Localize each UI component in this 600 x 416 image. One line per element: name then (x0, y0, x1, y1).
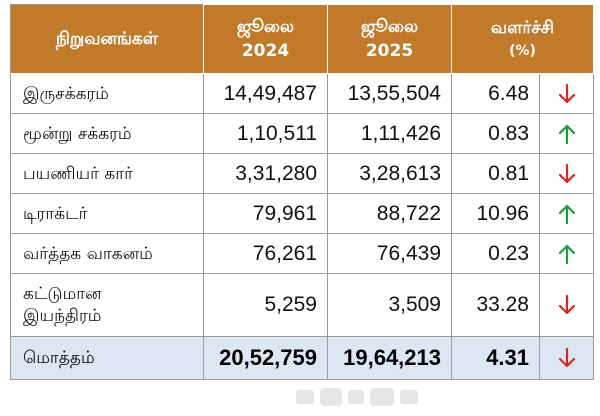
total-2024: 20,52,759 (203, 336, 328, 380)
arrow-down-icon (539, 273, 594, 337)
row-name-line1: கட்டுமான (23, 284, 102, 304)
total-name: மொத்தம் (10, 336, 204, 380)
total-2025: 19,64,213 (327, 336, 452, 380)
table-row: இருசக்கரம் 14,49,487 13,55,504 6.48 (10, 73, 594, 114)
row-2024: 1,10,511 (203, 113, 328, 154)
header-company-label: நிறுவனங்கள் (55, 29, 159, 49)
table-row: மூன்று சக்கரம் 1,10,511 1,11,426 0.83 (10, 113, 594, 154)
table-row: வர்த்தக வாகனம் 76,261 76,439 0.23 (10, 233, 594, 274)
row-2024: 79,961 (203, 193, 328, 234)
row-2024: 14,49,487 (203, 73, 328, 114)
total-row: மொத்தம் 20,52,759 19,64,213 4.31 (10, 336, 594, 380)
row-name: கட்டுமான இயந்திரம் (10, 273, 204, 337)
header-2025: ஜூலை 2025 (327, 4, 452, 74)
header-growth-label: வளர்ச்சி (490, 18, 555, 38)
header-growth: வளர்ச்சி (%) (451, 4, 594, 74)
arrow-down-icon (539, 336, 594, 380)
arrow-down-icon (558, 347, 575, 368)
row-growth: 0.81 (451, 153, 540, 194)
row-2025: 76,439 (327, 233, 452, 274)
header-growth-unit: (%) (509, 43, 536, 59)
row-name: வர்த்தக வாகனம் (10, 233, 204, 274)
sales-table: நிறுவனங்கள் ஜூலை 2024 ஜூலை 2025 வளர்ச்சி… (10, 4, 594, 380)
header-row: நிறுவனங்கள் ஜூலை 2024 ஜூலை 2025 வளர்ச்சி… (10, 4, 594, 74)
arrow-down-icon (558, 294, 575, 315)
row-2025: 3,509 (327, 273, 452, 337)
arrow-up-icon (558, 204, 575, 224)
header-2024-month: ஜூலை (236, 17, 295, 37)
row-2024: 76,261 (203, 233, 328, 274)
row-growth: 6.48 (451, 73, 540, 114)
header-2024-year: 2024 (241, 41, 290, 61)
row-2025: 1,11,426 (327, 113, 452, 154)
row-2025: 13,55,504 (327, 73, 452, 114)
table-row: டிராக்டர் 79,961 88,722 10.96 (10, 193, 594, 234)
row-name-line2: இயந்திரம் (23, 306, 102, 326)
arrow-up-icon (558, 124, 575, 144)
header-2025-year: 2025 (365, 41, 414, 61)
header-2025-month: ஜூலை (360, 17, 419, 37)
watermark-logo (292, 384, 442, 410)
row-name: இருசக்கரம் (10, 73, 204, 114)
row-2024: 3,31,280 (203, 153, 328, 194)
row-2025: 88,722 (327, 193, 452, 234)
row-name: டிராக்டர் (10, 193, 204, 234)
row-growth: 0.83 (451, 113, 540, 154)
table-row: கட்டுமான இயந்திரம் 5,259 3,509 33.28 (10, 273, 594, 337)
arrow-down-icon (539, 153, 594, 194)
row-2024: 5,259 (203, 273, 328, 337)
row-2025: 3,28,613 (327, 153, 452, 194)
row-name: பயணியர் கார் (10, 153, 204, 194)
header-2024: ஜூலை 2024 (203, 4, 328, 74)
table-row: பயணியர் கார் 3,31,280 3,28,613 0.81 (10, 153, 594, 194)
arrow-down-icon (539, 73, 594, 114)
arrow-down-icon (558, 163, 575, 183)
arrow-up-icon (539, 113, 594, 154)
total-growth: 4.31 (451, 336, 540, 380)
row-growth: 10.96 (451, 193, 540, 234)
arrow-up-icon (539, 193, 594, 234)
arrow-up-icon (558, 244, 575, 264)
row-growth: 33.28 (451, 273, 540, 337)
row-growth: 0.23 (451, 233, 540, 274)
header-company: நிறுவனங்கள் (10, 4, 204, 74)
row-name: மூன்று சக்கரம் (10, 113, 204, 154)
arrow-down-icon (558, 83, 575, 103)
arrow-up-icon (539, 233, 594, 274)
